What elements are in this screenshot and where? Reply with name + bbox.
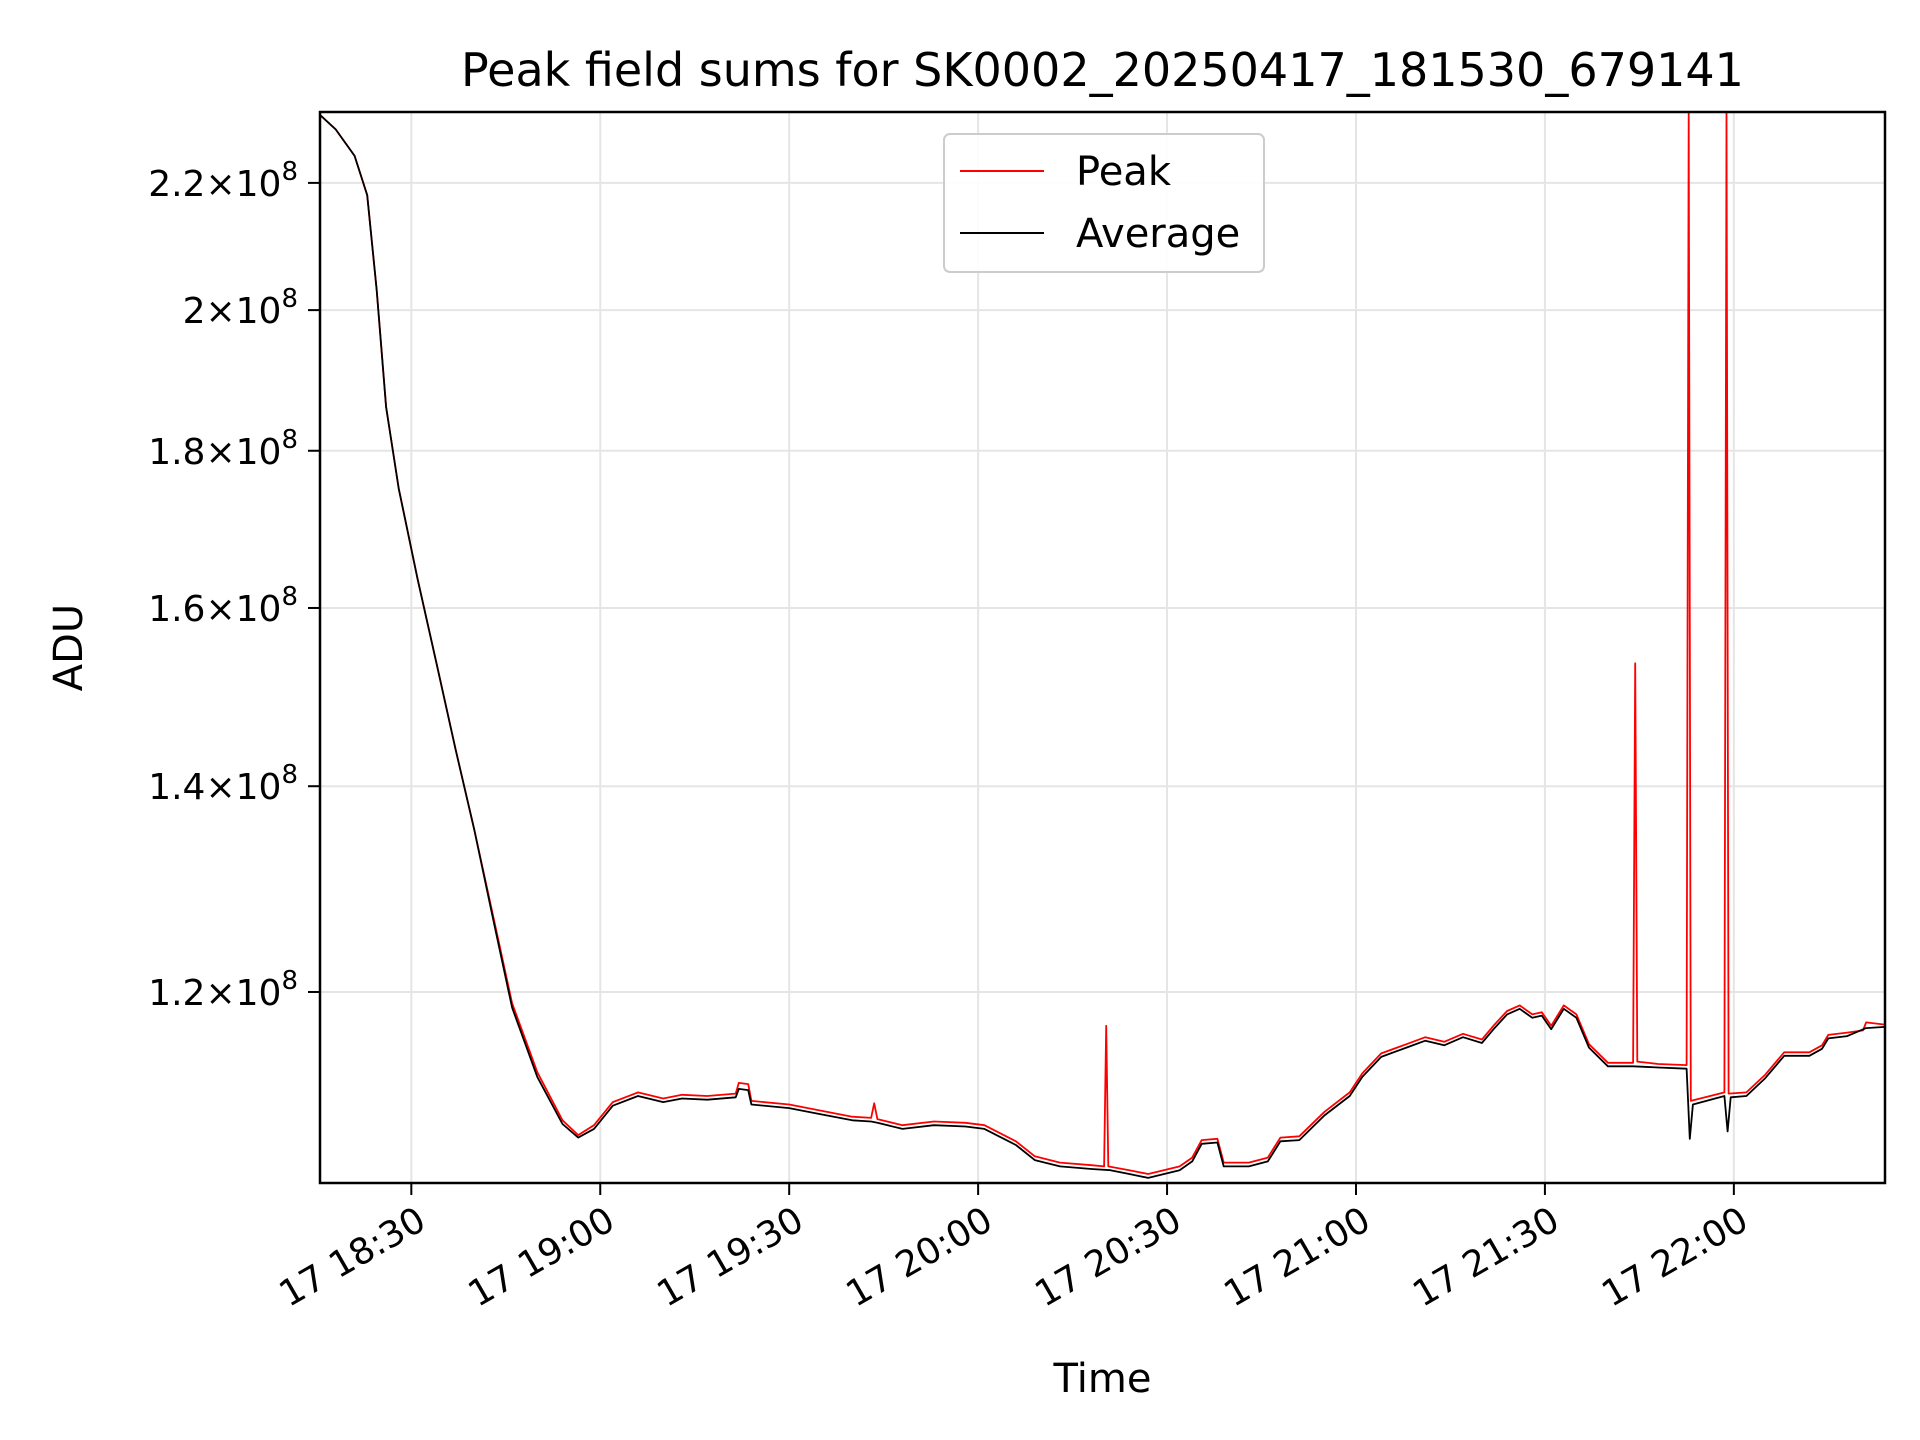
y-tick-mantissa: 1.8 xyxy=(148,432,205,473)
chart-title: Peak field sums for SK0002_20250417_1815… xyxy=(461,43,1744,97)
y-axis-label: ADU xyxy=(46,604,92,691)
axes-frame xyxy=(318,110,1887,1185)
y-tick-mantissa: 1.2 xyxy=(148,973,205,1014)
y-tick-base: ×10 xyxy=(205,767,281,808)
y-tick-base: ×10 xyxy=(205,973,281,1014)
y-tick-label: 1.6×108 xyxy=(148,582,298,630)
x-axis-label: Time xyxy=(1053,1356,1152,1402)
legend-label: Peak xyxy=(1076,149,1172,195)
y-tick-label: 1.4×108 xyxy=(148,760,298,808)
y-tick-label: 1.8×108 xyxy=(148,425,298,473)
y-tick-exponent: 8 xyxy=(281,760,298,790)
y-tick-mantissa: 1.4 xyxy=(148,767,205,808)
y-tick-base: ×10 xyxy=(205,291,281,332)
y-tick-exponent: 8 xyxy=(281,157,298,187)
y-tick-mantissa: 2.2 xyxy=(148,164,205,205)
y-tick-label: 2×108 xyxy=(183,284,298,332)
legend-box xyxy=(943,133,1265,273)
y-tick-exponent: 8 xyxy=(281,284,298,314)
y-tick-mantissa: 1.6 xyxy=(148,589,205,630)
legend: Peak Average xyxy=(943,133,1265,273)
y-tick-exponent: 8 xyxy=(281,582,298,612)
y-tick-base: ×10 xyxy=(205,164,281,205)
series-line-peak xyxy=(320,112,1885,1175)
y-tick-exponent: 8 xyxy=(281,425,298,455)
y-tick-base: ×10 xyxy=(205,589,281,630)
y-tick-base: ×10 xyxy=(205,432,281,473)
y-tick-label: 1.2×108 xyxy=(148,966,298,1014)
series-line-average xyxy=(320,114,1885,1179)
y-tick-mantissa: 2 xyxy=(183,291,206,332)
y-tick-exponent: 8 xyxy=(281,966,298,996)
y-tick-label: 2.2×108 xyxy=(148,157,298,205)
series-layer xyxy=(320,112,1885,1179)
legend-label: Average xyxy=(1076,211,1240,257)
